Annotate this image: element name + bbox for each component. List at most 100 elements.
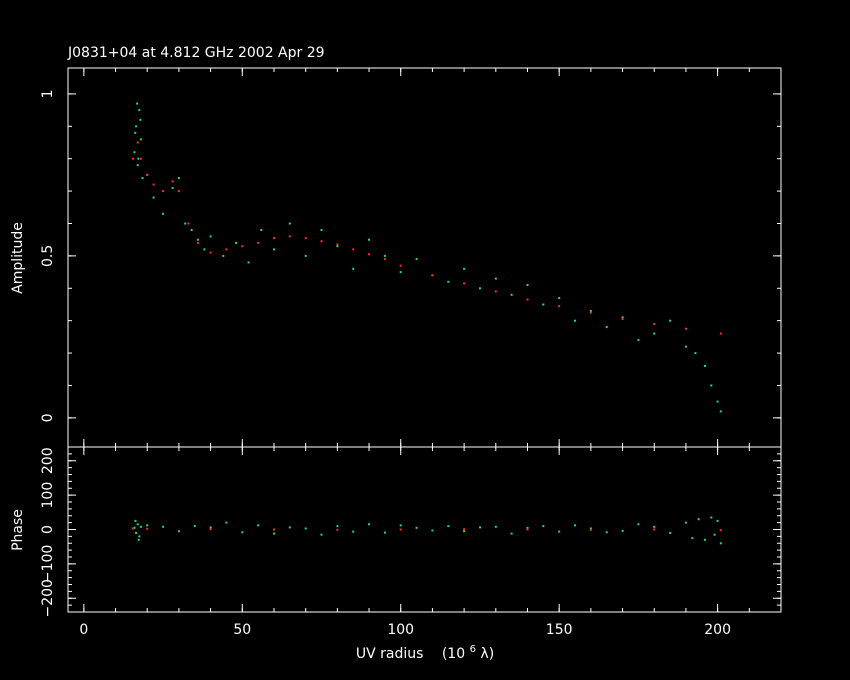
x-axis-label-exponent: 6 (470, 644, 476, 655)
amplitude-data-point (247, 261, 250, 264)
amplitude-model-point (152, 183, 155, 186)
amplitude-panel: 00.51 Amplitude (10, 67, 782, 448)
amplitude-data-point (134, 131, 137, 134)
amplitude-model-point (146, 173, 149, 176)
phase-data-point (135, 531, 138, 534)
amplitude-data-point (415, 258, 418, 261)
amplitude-model-point (139, 157, 142, 160)
phase-model-point (589, 528, 592, 531)
amplitude-data-point (177, 177, 180, 180)
amplitude-model-point (621, 318, 624, 320)
amplitude-model-point (273, 237, 275, 240)
amplitude-data-point (637, 339, 640, 342)
phase-ticks: −200−100 0 100 200 (40, 446, 782, 617)
phase-data-point (621, 529, 624, 532)
phase-data-point (399, 524, 402, 527)
phase-model-point (209, 528, 212, 531)
phase-data-point (139, 525, 142, 528)
amplitude-model-point (336, 243, 339, 246)
phase-data-point (653, 525, 656, 528)
amplitude-model-point (171, 180, 174, 183)
phase-data-point (162, 525, 165, 528)
amplitude-data-point (447, 280, 450, 283)
phase-data-point (133, 526, 136, 529)
x-axis-label: UV radius (10 6 λ) (356, 640, 494, 662)
amplitude-data-point (669, 319, 672, 322)
amplitude-data-point (463, 267, 466, 270)
amplitude-model-point (225, 248, 228, 251)
phase-data-point (304, 527, 307, 530)
phase-ytick-label: 0 (40, 525, 56, 534)
amplitude-data-point (137, 157, 140, 160)
amplitude-model-point (558, 305, 561, 308)
phase-data-point (352, 530, 355, 533)
amplitude-model-point (526, 298, 529, 301)
amplitude-data-point (222, 254, 225, 257)
amplitude-data-point (694, 352, 697, 355)
amplitude-model-point (589, 311, 592, 314)
amplitude-data-point (138, 109, 141, 112)
amplitude-model-point (352, 248, 355, 251)
amplitude-model-point (684, 327, 687, 330)
amplitude-data-point (526, 284, 529, 286)
phase-data-point (669, 531, 672, 534)
amplitude-data-point (621, 316, 624, 319)
phase-data-point (273, 532, 275, 535)
amplitude-model-point (196, 241, 199, 244)
x-axis-label-units-tail: λ) (480, 646, 494, 662)
amplitude-data-point (184, 222, 187, 225)
phase-data-point (684, 521, 687, 524)
phase-data-point (558, 530, 561, 533)
amplitude-data-point (653, 332, 656, 335)
phase-model-point (399, 528, 402, 531)
amplitude-data-point (368, 238, 370, 241)
phase-data-point (431, 529, 434, 532)
phase-ytick-label: −200 (40, 579, 56, 617)
amplitude-data-point (162, 212, 165, 215)
amplitude-model-point (132, 157, 134, 160)
amplitude-model-point (399, 264, 402, 267)
phase-ytick-label: 100 (40, 482, 56, 509)
amplitude-model-point (383, 258, 386, 261)
amplitude-data-point (716, 400, 719, 403)
amplitude-data-point (171, 186, 174, 189)
phase-data-point (716, 519, 719, 522)
amplitude-data-point (209, 235, 212, 238)
amplitude-data-point (133, 151, 136, 154)
amplitude-data-point (136, 102, 139, 105)
chart-title: J0831+04 at 4.812 GHz 2002 Apr 29 (67, 45, 325, 61)
phase-data-point (138, 535, 141, 538)
amplitude-data-point (558, 297, 561, 299)
x-axis-label-units: (10 (442, 646, 465, 662)
amplitude-model-point (241, 245, 244, 248)
amplitude-data-point (510, 293, 513, 296)
phase-model-point (719, 529, 722, 532)
phase-model-point (273, 528, 275, 531)
amplitude-data-point (139, 118, 142, 121)
amplitude-model-point (136, 141, 139, 144)
phase-data-point (257, 524, 260, 527)
x-axis-label-text: UV radius (356, 646, 424, 662)
amplitude-data-point (336, 245, 339, 248)
phase-data-point (713, 533, 716, 536)
phase-axis-label: Phase (10, 509, 26, 551)
x-tick-label: 150 (546, 622, 573, 638)
amplitude-data-point (719, 410, 722, 413)
amplitude-data-point (273, 248, 275, 251)
x-axis-ticks: 0 50 100 150 200 (79, 622, 731, 638)
phase-data-point (137, 538, 140, 541)
phase-data-point (719, 542, 722, 545)
amplitude-data-point (139, 138, 142, 141)
amplitude-frame (67, 67, 782, 448)
amplitude-model-point (719, 332, 722, 335)
amplitude-data-point (542, 303, 545, 306)
phase-data-point (542, 525, 545, 528)
amplitude-data-point (196, 238, 199, 241)
phase-data-point (177, 530, 180, 533)
amplitude-data-point (574, 319, 576, 322)
amplitude-ytick-label: 0 (40, 413, 56, 422)
phase-model-point (463, 528, 466, 531)
amplitude-model-point (162, 190, 165, 193)
amplitude-ticks: 00.51 (40, 68, 782, 447)
amplitude-data-point (203, 248, 206, 251)
